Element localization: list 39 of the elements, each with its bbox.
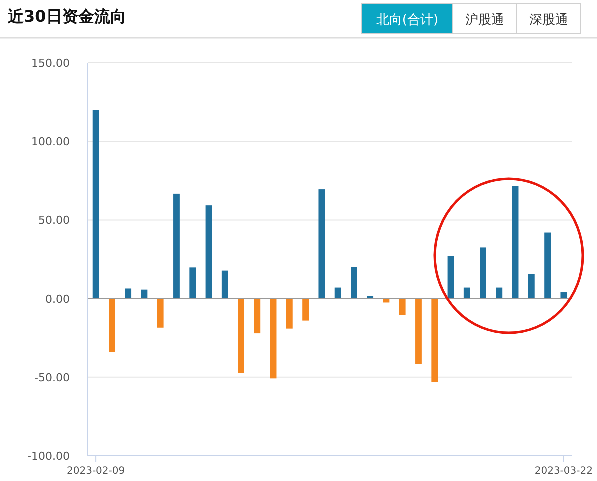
bar [480,248,486,299]
chart-title: 近30日资金流向 [7,7,126,26]
button: 深股通 [516,4,582,34]
y-tick-label: 150.00 [32,57,70,70]
x-tick-label: 2023-02-09 [67,466,126,477]
bar [399,298,406,316]
x-tick-label: 2023-03-22 [534,466,593,477]
bar [270,298,277,379]
bar [334,288,342,299]
y-tick-label: 50.00 [38,214,70,228]
bar [464,288,470,299]
bar [92,110,100,299]
bar [448,256,454,299]
y-tick-label: -100.00 [28,450,70,463]
bar [109,298,116,352]
bar [125,288,132,299]
button: 沪股通 [452,4,518,34]
bar [157,298,164,328]
bar [254,298,261,334]
bar [544,232,551,299]
bar [351,267,358,299]
bar [560,292,568,299]
bar [528,274,535,299]
y-tick-label: 0.00 [46,292,70,306]
bar [190,268,196,299]
bar [496,288,503,299]
bar [302,298,309,321]
bar [512,186,519,299]
y-tick-label: 100.00 [32,136,70,149]
button: 北向(合计) [362,4,454,34]
bar [432,298,438,382]
bar [174,194,180,299]
bar [416,298,422,364]
y-tick-label: -50.00 [34,371,70,384]
bar [318,190,326,299]
bar [206,206,212,299]
bar [238,298,244,373]
bar [222,270,228,299]
bar [286,298,293,329]
